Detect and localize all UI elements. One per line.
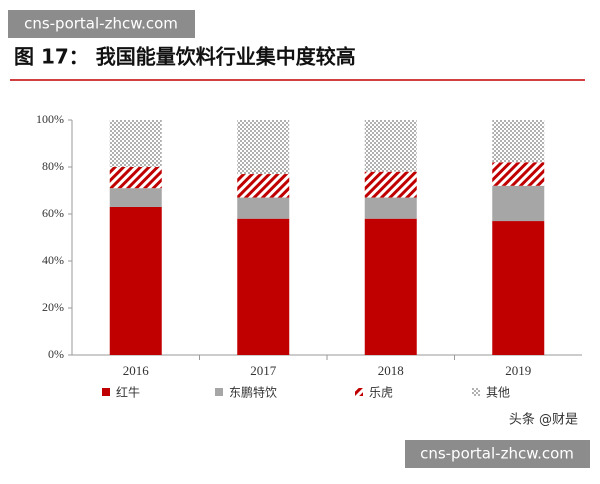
bar-segment [237, 218, 290, 355]
legend-label: 东鹏特饮 [229, 385, 277, 400]
bar-segment [109, 167, 162, 189]
x-tick-label: 2017 [250, 363, 277, 378]
legend-swatch [355, 388, 363, 396]
watermark: cns-portal-zhcw.com [420, 445, 574, 463]
bar-segment [237, 120, 290, 175]
bar-segment [492, 221, 545, 355]
watermark-box [8, 10, 195, 38]
legend-swatch [215, 388, 223, 396]
y-tick-label: 0% [48, 347, 64, 361]
chart-title: 图 17： 我国能量饮料行业集中度较高 [14, 45, 356, 69]
bar-segment [109, 188, 162, 207]
x-tick-label: 2018 [378, 363, 404, 378]
bar-segment [109, 120, 162, 167]
bar-segment [492, 120, 545, 163]
y-tick-label: 80% [42, 159, 64, 173]
legend-label: 红牛 [116, 385, 140, 400]
x-tick-label: 2016 [123, 363, 150, 378]
y-tick-label: 40% [42, 253, 64, 267]
watermark: cns-portal-zhcw.com [24, 15, 178, 33]
bar-segment [364, 218, 417, 355]
bar-segment [237, 197, 290, 219]
y-tick-label: 20% [42, 300, 64, 314]
legend-swatch [102, 388, 110, 396]
watermark-box [405, 440, 590, 468]
bar-segment [492, 162, 545, 186]
bar-segment [364, 171, 417, 198]
credit: 头条 @财是 [509, 412, 578, 428]
bar-segment [109, 206, 162, 355]
legend-swatch [472, 388, 480, 396]
x-tick-label: 2019 [505, 363, 531, 378]
bar-segment [492, 185, 545, 222]
y-tick-label: 100% [36, 112, 64, 126]
bar-segment [237, 174, 290, 198]
bar-segment [364, 197, 417, 219]
legend-label: 乐虎 [369, 386, 393, 400]
y-tick-label: 60% [42, 206, 64, 220]
legend-label: 其他 [486, 386, 510, 400]
bar-segment [364, 120, 417, 172]
